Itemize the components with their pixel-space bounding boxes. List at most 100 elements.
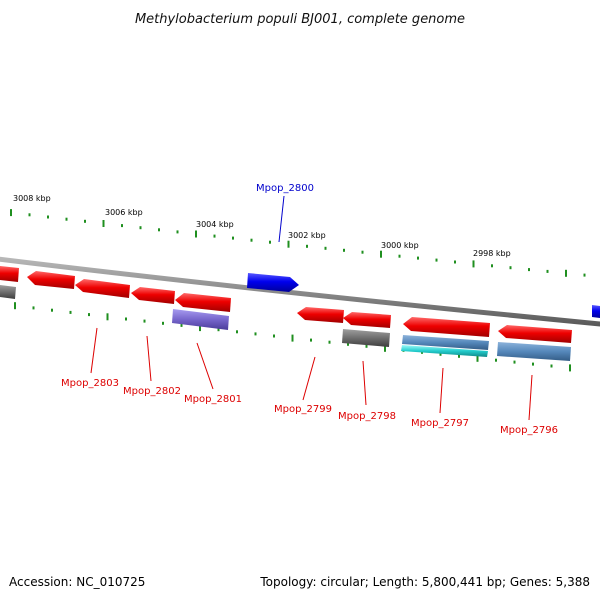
feature-bar-mpop-2796[interactable]: [497, 342, 571, 361]
leader-line-mpop-2800: [278, 195, 285, 243]
tick-label-3004: 3004 kbp: [196, 220, 234, 229]
gene-label-mpop-2798[interactable]: Mpop_2798: [338, 411, 396, 422]
inner-ring-minor-tick: [180, 323, 183, 327]
outer-ring-minor-tick: [361, 250, 364, 254]
outer-ring-minor-tick: [324, 246, 327, 250]
outer-ring-major-tick: [380, 250, 382, 258]
outer-ring-minor-tick: [213, 234, 216, 238]
outer-ring-minor-tick: [343, 248, 345, 252]
outer-ring-minor-tick: [398, 254, 401, 258]
gene-label-mpop-2799[interactable]: Mpop_2799: [274, 404, 332, 415]
leader-line-mpop-2801: [196, 342, 214, 390]
outer-ring-minor-tick: [139, 226, 142, 230]
inner-ring-major-tick: [476, 354, 479, 362]
outer-ring-major-tick: [472, 260, 475, 268]
feature-bar-edge-gray[interactable]: [0, 285, 16, 299]
inner-tick-ring: [14, 302, 571, 372]
gene-arrow-mpop-2798[interactable]: [343, 312, 391, 328]
outer-ring-minor-tick: [528, 268, 530, 272]
outer-ring-minor-tick: [232, 236, 234, 240]
inner-ring-minor-tick: [328, 340, 331, 344]
outer-ring-minor-tick: [269, 240, 271, 244]
feature-bar-mpop-2797-a[interactable]: [402, 335, 489, 350]
outer-ring-minor-tick: [176, 230, 179, 234]
outer-ring-minor-tick: [306, 244, 308, 248]
map-title: Methylobacterium populi BJ001, complete …: [135, 12, 465, 27]
leader-line-mpop-2797: [439, 367, 444, 414]
inner-ring-major-tick: [106, 313, 109, 321]
gene-label-mpop-2796[interactable]: Mpop_2796: [500, 425, 558, 436]
outer-ring-minor-tick: [158, 228, 160, 232]
inner-ring-minor-tick: [254, 332, 257, 336]
outer-ring-minor-tick: [491, 264, 493, 268]
gene-arrow-mpop-2799[interactable]: [297, 307, 344, 323]
inner-ring-minor-tick: [125, 317, 127, 321]
gene-arrow-mpop-2803[interactable]: [27, 271, 75, 289]
inner-ring-minor-tick: [439, 352, 442, 356]
tick-label-3000: 3000 kbp: [381, 241, 419, 250]
inner-ring-minor-tick: [69, 310, 72, 314]
outer-ring-minor-tick: [121, 224, 123, 228]
outer-ring-minor-tick: [509, 266, 512, 270]
genome-backbone: [0, 256, 600, 327]
gene-arrow-mpop-2802[interactable]: [75, 279, 130, 298]
inner-ring-minor-tick: [495, 358, 497, 362]
gene-arrow-mpop-2797[interactable]: [403, 317, 490, 337]
leader-line-mpop-2803: [90, 327, 98, 374]
inner-ring-major-tick: [199, 324, 201, 332]
outer-ring-minor-tick: [250, 238, 253, 242]
inner-ring-minor-tick: [532, 362, 534, 366]
outer-ring-minor-tick: [546, 269, 549, 273]
inner-ring-minor-tick: [513, 360, 516, 364]
gene-arrow-edge-reverse[interactable]: [0, 266, 19, 282]
inner-ring-minor-tick: [32, 306, 35, 310]
outer-ring-minor-tick: [47, 215, 49, 219]
outer-ring-major-tick: [565, 269, 567, 277]
feature-bar-mpop-2798[interactable]: [342, 329, 390, 347]
outer-ring-minor-tick: [435, 258, 438, 262]
inner-ring-minor-tick: [143, 319, 146, 323]
gene-arrow-mpop-2796[interactable]: [498, 325, 572, 343]
gene-label-mpop-2802[interactable]: Mpop_2802: [123, 386, 181, 397]
inner-ring-minor-tick: [550, 364, 553, 368]
inner-ring-minor-tick: [365, 344, 368, 348]
leader-line-mpop-2799: [302, 356, 316, 401]
tick-label-3008: 3008 kbp: [13, 194, 51, 203]
inner-ring-major-tick: [569, 364, 571, 372]
gene-label-mpop-2800[interactable]: Mpop_2800: [256, 183, 314, 194]
outer-ring-major-tick: [287, 240, 290, 248]
gene-label-mpop-2801[interactable]: Mpop_2801: [184, 394, 242, 405]
outer-ring-major-tick: [10, 209, 12, 217]
leader-line-mpop-2798: [362, 360, 367, 406]
outer-tick-ring: [10, 209, 586, 277]
inner-ring-minor-tick: [162, 321, 164, 325]
leader-line-mpop-2802: [146, 335, 152, 382]
inner-ring-minor-tick: [236, 330, 238, 334]
genome-summary-text: Topology: circular; Length: 5,800,441 bp…: [259, 575, 590, 589]
outer-ring-major-tick: [195, 230, 197, 238]
feature-bar-mpop-2801[interactable]: [172, 309, 229, 330]
gene-arrow-edge-forward[interactable]: [592, 305, 600, 318]
inner-ring-minor-tick: [51, 308, 53, 312]
gene-label-mpop-2803[interactable]: Mpop_2803: [61, 378, 119, 389]
inner-ring-minor-tick: [458, 354, 460, 358]
gene-arrow-mpop-2802b[interactable]: [131, 287, 175, 304]
inner-ring-major-tick: [14, 302, 16, 310]
inner-ring-major-tick: [291, 334, 294, 342]
inner-ring-minor-tick: [273, 334, 275, 338]
inner-ring-minor-tick: [217, 328, 220, 332]
outer-ring-minor-tick: [454, 260, 456, 264]
feature-bar-mpop-2797-b[interactable]: [401, 345, 488, 357]
gene-arrow-mpop-2801[interactable]: [175, 293, 231, 312]
gene-label-mpop-2797[interactable]: Mpop_2797: [411, 418, 469, 429]
accession-text: Accession: NC_010725: [9, 575, 145, 589]
tick-label-3002: 3002 kbp: [288, 231, 326, 240]
inner-ring-minor-tick: [310, 338, 312, 342]
outer-ring-minor-tick: [84, 219, 86, 223]
outer-ring-minor-tick: [417, 256, 419, 260]
outer-ring-minor-tick: [28, 213, 31, 217]
gene-arrow-mpop-2800[interactable]: [247, 273, 299, 292]
tick-label-2998: 2998 kbp: [473, 249, 511, 258]
inner-ring-major-tick: [384, 344, 386, 352]
